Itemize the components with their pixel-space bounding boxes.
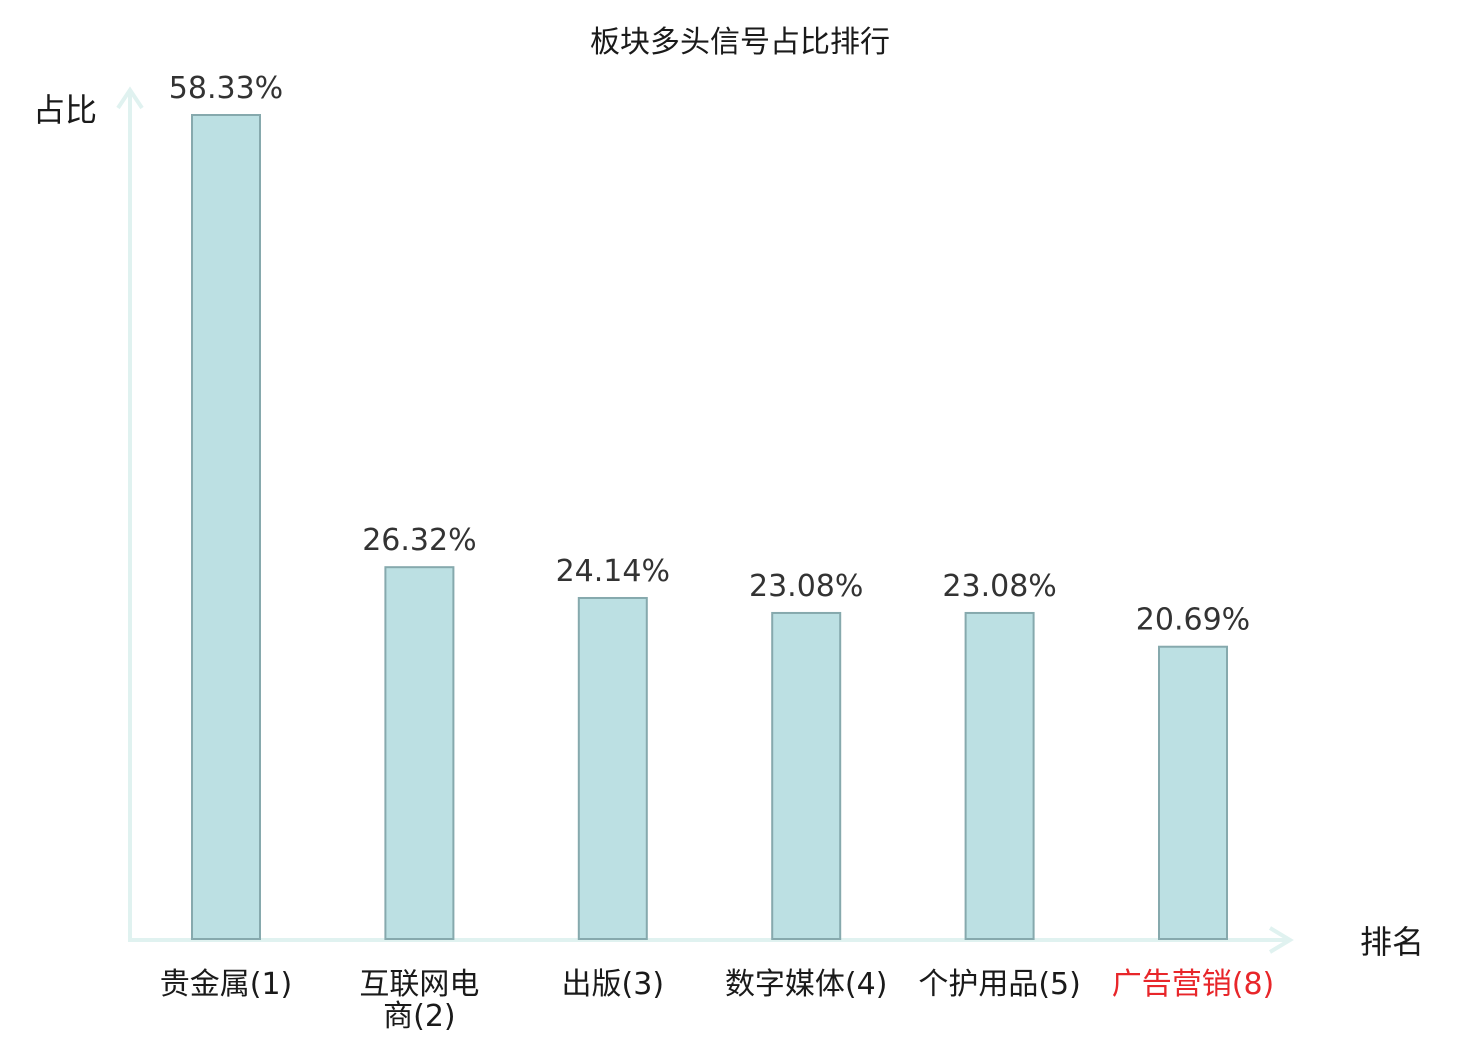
y-axis (116, 86, 144, 940)
bar (191, 114, 261, 940)
bar-value-label: 26.32% (362, 523, 476, 558)
bar-value-label: 24.14% (556, 554, 670, 589)
bar-value-label: 23.08% (942, 569, 1056, 604)
x-tick-label: 个护用品(5) (918, 967, 1081, 1002)
bar (384, 566, 455, 940)
bar-value-label: 58.33% (169, 71, 283, 106)
bar-value-label: 20.69% (1136, 603, 1250, 638)
x-tick-labels-group: 贵金属(1) 互联网电商(2) 出版(3) 数字媒体(4) 个护用品(5) 广告营销(8) (160, 967, 1275, 1034)
bars-group (191, 114, 1228, 941)
x-tick-label: 贵金属(1) (160, 967, 293, 1002)
bar (964, 611, 1035, 941)
x-axis-label: 排名 (1360, 923, 1424, 961)
bar-value-label: 23.08% (749, 569, 863, 604)
chart-title: 板块多头信号占比排行 (590, 25, 890, 60)
bar (1158, 645, 1228, 941)
x-tick-label: 互联网电商(2) (359, 967, 479, 1034)
x-tick-label: 数字媒体(4) (725, 967, 888, 1002)
y-axis-label: 占比 (33, 91, 97, 129)
bar (577, 596, 648, 940)
bar (771, 611, 842, 941)
x-axis (128, 926, 1294, 954)
value-labels-group: 58.33% 26.32% 24.14% 23.08% 23.08% 20.69% (169, 71, 1250, 638)
x-tick-label: 出版(3) (562, 967, 665, 1002)
x-tick-label: 广告营销(8) (1112, 967, 1275, 1002)
